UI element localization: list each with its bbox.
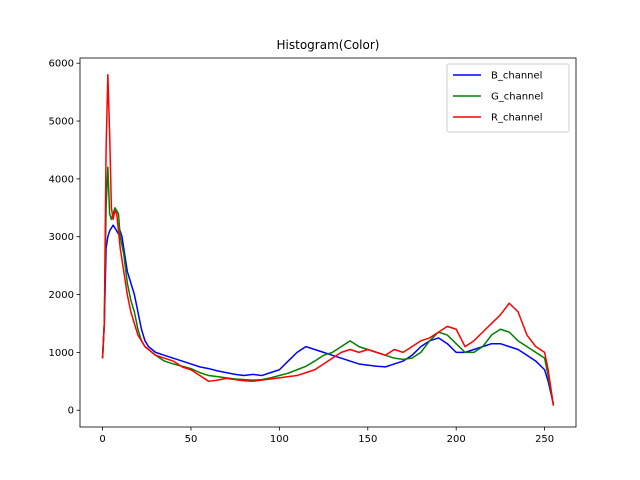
y-tick-label: 2000 bbox=[49, 290, 74, 301]
y-tick-label: 1000 bbox=[49, 348, 74, 359]
x-tick-label: 150 bbox=[358, 434, 377, 445]
series-line-b-channel bbox=[101, 224, 555, 405]
y-tick-label: 4000 bbox=[49, 174, 74, 185]
y-tick-label: 0 bbox=[68, 406, 74, 417]
y-tick-label: 6000 bbox=[49, 59, 74, 70]
series-line-g-channel bbox=[101, 166, 555, 406]
x-tick-label: 250 bbox=[535, 434, 554, 445]
plot-area: 0 50 100 150 200 250 0 1000 2000 3000 4000 5000 6000 bbox=[49, 57, 577, 445]
legend: B_channel G_channel R_channel bbox=[446, 63, 570, 133]
series-line-r-channel bbox=[101, 74, 555, 406]
legend-box bbox=[446, 63, 570, 133]
chart-title: Histogram(Color) bbox=[277, 38, 380, 52]
axes-frame bbox=[79, 57, 577, 428]
x-tick-label: 200 bbox=[447, 434, 466, 445]
legend-label-g-channel: G_channel bbox=[491, 92, 543, 103]
x-tick-label: 50 bbox=[185, 434, 198, 445]
legend-label-b-channel: B_channel bbox=[491, 71, 542, 82]
x-tick-label: 100 bbox=[270, 434, 289, 445]
y-tick-label: 3000 bbox=[49, 232, 74, 243]
x-tick-label: 0 bbox=[99, 434, 105, 445]
legend-label-r-channel: R_channel bbox=[491, 113, 543, 124]
y-tick-label: 5000 bbox=[49, 117, 74, 128]
